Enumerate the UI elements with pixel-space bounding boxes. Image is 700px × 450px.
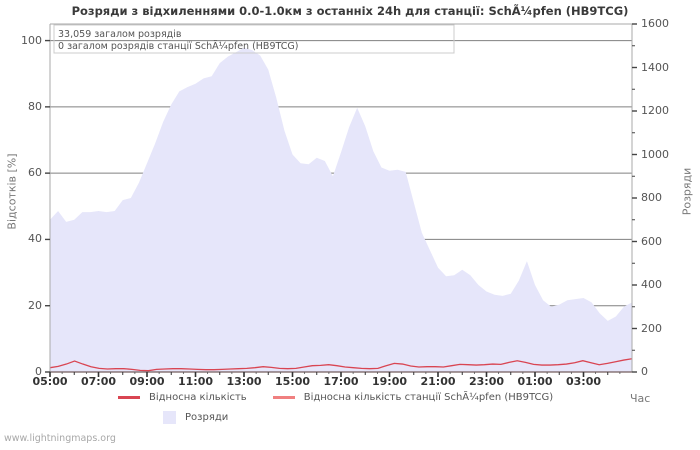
y-tick-label-left: 0: [35, 365, 42, 378]
x-tick-label: 17:00: [323, 375, 359, 388]
legend-item[interactable]: Розряди: [163, 411, 228, 424]
y-tick-label-left: 100: [21, 33, 42, 47]
y-tick-label-right: 1200: [641, 104, 669, 117]
legend-label: Розряди: [185, 412, 229, 423]
x-tick-label: 05:00: [32, 375, 68, 388]
y-tick-label-left: 60: [28, 166, 42, 180]
watermark: www.lightningmaps.org: [4, 433, 116, 444]
x-tick-label: 11:00: [177, 375, 213, 388]
y-tick-label-left: 20: [28, 298, 42, 312]
page-title: Розряди з відхиленнями 0.0-1.0км з остан…: [71, 4, 629, 18]
annotation-box: [53, 24, 455, 54]
x-axis-label: Час: [630, 392, 651, 405]
y-tick-label-right: 1000: [641, 147, 669, 161]
y-tick-label-left: 40: [28, 232, 42, 246]
y-axis-left-label: Відсотків [%]: [5, 153, 19, 230]
legend-swatch-line-icon: [272, 396, 295, 399]
legend-row-primary: Відносна кількість Відносна кількість ста…: [118, 392, 579, 404]
line-series-relative-count: [49, 358, 633, 372]
y-tick-label-right: 1400: [641, 60, 669, 74]
y-tick-label-right: 200: [641, 321, 662, 335]
x-tick-label: 01:00: [517, 375, 553, 388]
legend-item[interactable]: Відносна кількість станції SchÃ¼pfen (HB…: [272, 392, 554, 403]
area-series-strokes: [50, 47, 632, 373]
y-tick-label-right: 800: [641, 191, 662, 204]
x-tick-label: 09:00: [129, 375, 165, 388]
legend-label: Відносна кількість станції SchÃ¼pfen (HB…: [303, 392, 554, 403]
y-tick-label-right: 0: [641, 365, 648, 378]
annotation-station-strokes: 0 загалом розрядів станції SchÃ¼pfen (HB…: [58, 41, 299, 52]
x-tick-label: 13:00: [226, 375, 262, 388]
y-tick-label-right: 400: [641, 278, 662, 291]
y-tick-label-right: 600: [641, 234, 662, 248]
x-tick-label: 23:00: [468, 375, 504, 388]
x-tick-label: 15:00: [274, 375, 310, 388]
legend-swatch-area-icon: [163, 411, 176, 424]
legend-label: Відносна кількість: [149, 392, 247, 403]
y-tick-label-left: 80: [28, 99, 42, 113]
x-tick-label: 19:00: [371, 375, 407, 388]
legend-row-secondary: Розряди: [163, 411, 254, 424]
x-tick-label: 07:00: [80, 375, 116, 388]
x-tick-label: 21:00: [420, 375, 456, 388]
x-tick-label: 03:00: [565, 375, 601, 388]
legend-item[interactable]: Відносна кількість: [118, 392, 247, 403]
annotation-total-strokes: 33,059 загалом розрядів: [58, 29, 182, 40]
legend-swatch-line-icon: [118, 396, 140, 399]
y-tick-label-right: 1600: [641, 17, 669, 30]
